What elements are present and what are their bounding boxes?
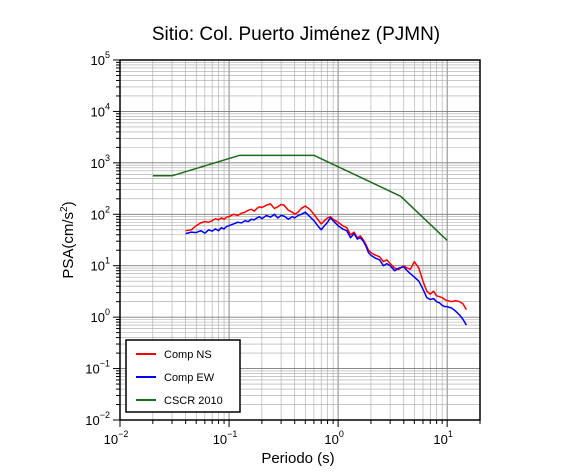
y-axis-label-sup: 2 bbox=[59, 206, 70, 212]
series-line-1 bbox=[185, 211, 468, 326]
y-tick-label: 105 bbox=[91, 50, 110, 68]
x-tick-label: 10−1 bbox=[213, 429, 238, 447]
tick-base: 10 bbox=[85, 413, 99, 428]
tick-base: 10 bbox=[213, 432, 227, 447]
series-line-2 bbox=[152, 154, 448, 241]
tick-base: 10 bbox=[91, 259, 105, 274]
tick-exponent: 5 bbox=[105, 50, 110, 60]
y-tick-label: 103 bbox=[91, 153, 110, 171]
tick-base: 10 bbox=[91, 310, 105, 325]
tick-base: 10 bbox=[104, 432, 118, 447]
plot-frame bbox=[119, 59, 481, 421]
x-tick-label: 10−2 bbox=[104, 429, 129, 447]
series-lines bbox=[152, 154, 468, 326]
tick-exponent: 0 bbox=[105, 307, 110, 317]
y-tick-label: 101 bbox=[91, 256, 110, 274]
y-tick-label: 100 bbox=[91, 307, 110, 325]
legend-label: Comp EW bbox=[164, 372, 215, 384]
y-tick-label: 10−1 bbox=[85, 359, 110, 377]
legend-label: Comp NS bbox=[164, 349, 212, 361]
tick-base: 10 bbox=[91, 53, 105, 68]
chart-title: Sitio: Col. Puerto Jiménez (PJMN) bbox=[152, 24, 440, 45]
x-tick-label: 100 bbox=[324, 429, 343, 447]
tick-base: 10 bbox=[85, 362, 99, 377]
grid-lines bbox=[119, 59, 481, 421]
y-tick-label: 102 bbox=[91, 204, 110, 222]
y-axis-label: PSA(cm/s2) bbox=[59, 201, 77, 278]
series-line-0 bbox=[185, 203, 468, 311]
tick-exponent: −1 bbox=[227, 429, 237, 439]
legend-label: CSCR 2010 bbox=[164, 395, 223, 407]
tick-base: 10 bbox=[433, 432, 447, 447]
tick-exponent: 0 bbox=[339, 429, 344, 439]
tick-marks bbox=[113, 59, 481, 427]
tick-exponent: 1 bbox=[448, 429, 453, 439]
tick-exponent: 3 bbox=[105, 153, 110, 163]
tick-exponent: −1 bbox=[100, 359, 110, 369]
tick-exponent: 4 bbox=[105, 101, 110, 111]
tick-exponent: 2 bbox=[105, 204, 110, 214]
tick-base: 10 bbox=[91, 207, 105, 222]
legend: Comp NS Comp EW CSCR 2010 bbox=[125, 339, 241, 413]
y-axis-label-main: PSA(cm/s bbox=[60, 212, 77, 279]
x-tick-label: 101 bbox=[433, 429, 452, 447]
y-tick-label: 10−2 bbox=[85, 410, 110, 428]
x-axis-label: Periodo (s) bbox=[261, 450, 334, 467]
tick-base: 10 bbox=[324, 432, 338, 447]
x-tick-labels: 10−2 10−1 100 101 bbox=[104, 429, 453, 447]
tick-base: 10 bbox=[91, 104, 105, 119]
y-tick-label: 104 bbox=[91, 101, 110, 119]
y-axis-label-tail: ) bbox=[60, 201, 77, 206]
tick-exponent: 1 bbox=[105, 256, 110, 266]
tick-exponent: −2 bbox=[100, 410, 110, 420]
tick-base: 10 bbox=[91, 156, 105, 171]
tick-exponent: −2 bbox=[118, 429, 128, 439]
